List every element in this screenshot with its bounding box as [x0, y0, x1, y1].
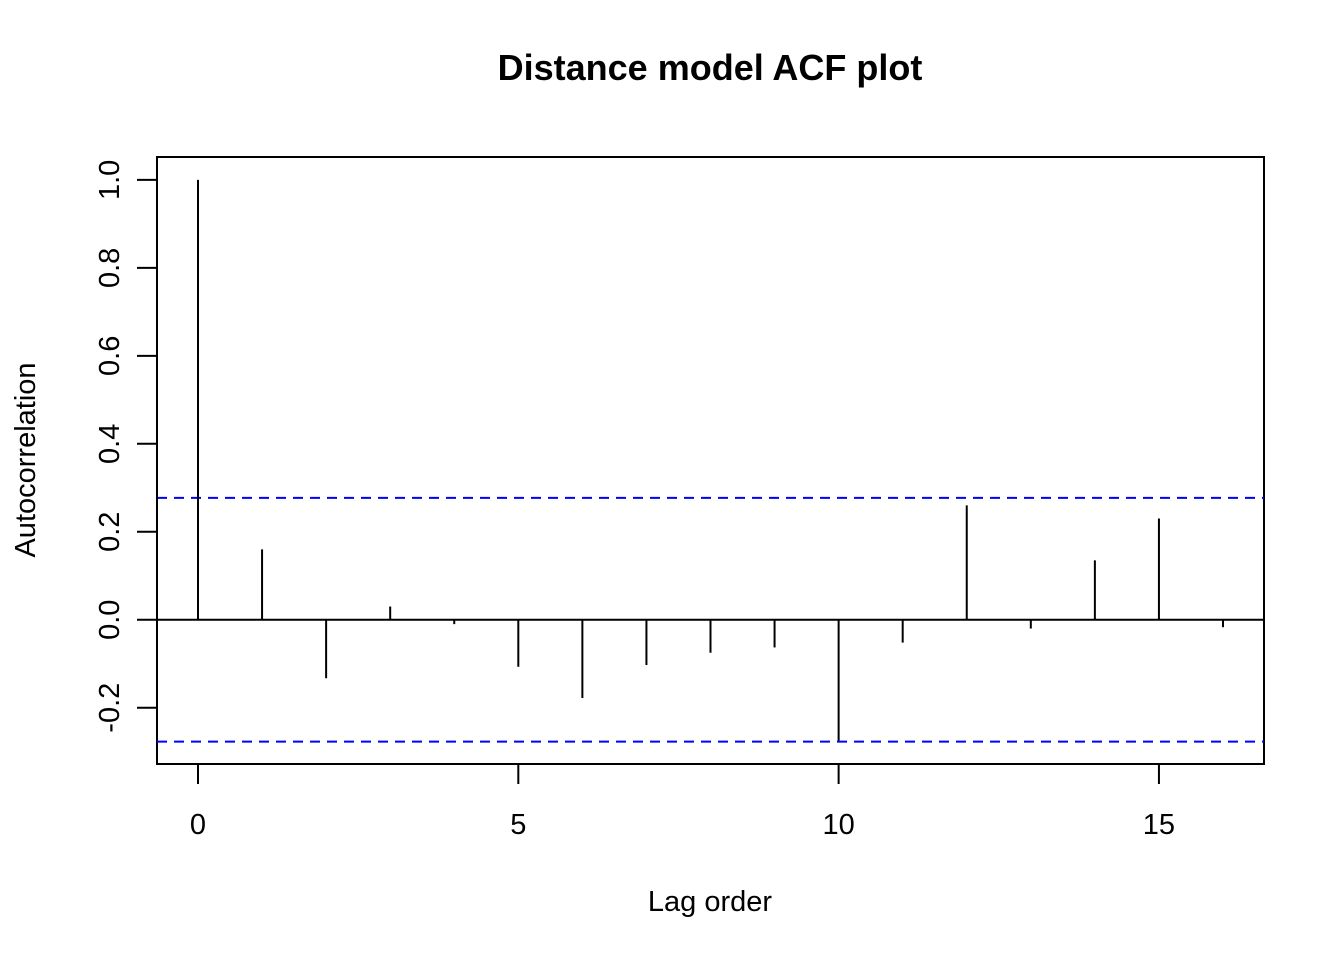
x-tick-label: 5 — [510, 809, 526, 841]
y-tick-label: 1.0 — [94, 160, 126, 200]
chart-title: Distance model ACF plot — [498, 47, 923, 88]
x-tick-label: 0 — [190, 809, 206, 841]
y-tick-label: 0.4 — [94, 424, 126, 464]
x-tick-label: 10 — [822, 809, 854, 841]
y-tick-label: 0.2 — [94, 512, 126, 552]
y-tick-label: -0.2 — [94, 683, 126, 733]
x-axis: 0 5 10 15 — [190, 763, 1175, 841]
y-tick-label: 0.6 — [94, 336, 126, 376]
plot-frame — [156, 156, 1265, 765]
y-tick-label: 0.0 — [94, 600, 126, 640]
x-axis-label: Lag order — [648, 886, 772, 918]
marks-layer — [157, 179, 1264, 743]
x-tick-label: 15 — [1143, 809, 1175, 841]
y-axis: -0.2 0.0 0.2 0.4 0.6 0.8 1.0 — [94, 160, 158, 733]
y-tick-label: 0.8 — [94, 248, 126, 288]
y-axis-label: Autocorrelation — [10, 362, 42, 557]
